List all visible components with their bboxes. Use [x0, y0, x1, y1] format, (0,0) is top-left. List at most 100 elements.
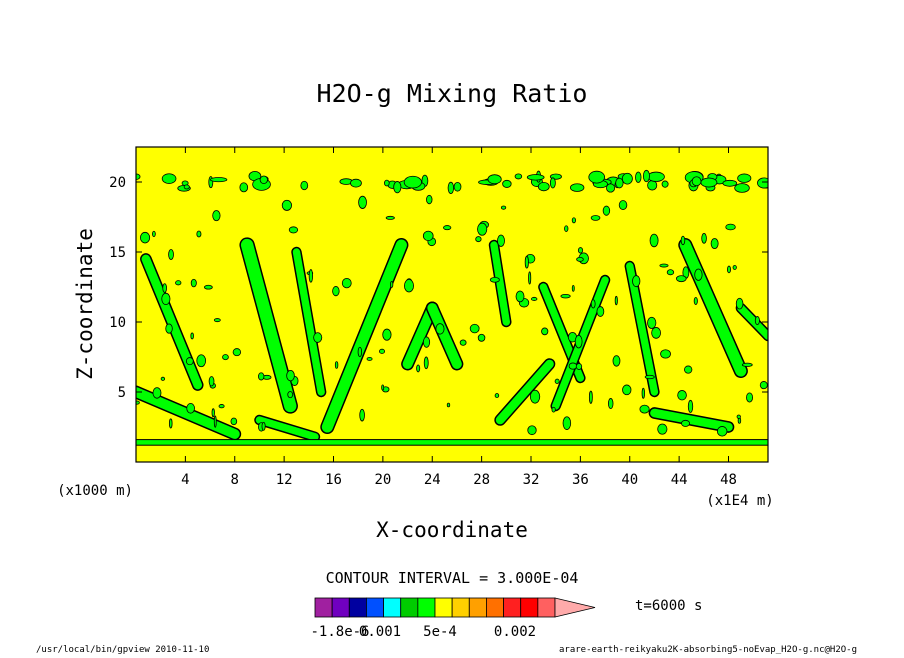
contour-blob	[152, 387, 162, 399]
x-axis: 4 8 12 16 20 24 28 32 36 40 44 48	[181, 147, 737, 488]
contour-blob	[644, 374, 655, 380]
contour-blob	[152, 230, 156, 238]
contour-blob	[562, 416, 572, 430]
contour-blob	[230, 417, 238, 426]
contour-blob	[571, 284, 575, 292]
colorbar-label: 0.002	[494, 624, 536, 640]
x-axis-label: X-coordinate	[376, 518, 528, 542]
x-tick-label: 48	[720, 472, 737, 488]
colorbar-swatch	[486, 597, 504, 618]
contour-blob	[286, 369, 295, 382]
y-tick-label: 5	[118, 385, 126, 401]
contour-blob	[165, 323, 173, 334]
footer-right: arare-earth-reikyaku2K-absorbing5-noEvap…	[559, 645, 857, 654]
contour-blob	[186, 402, 195, 414]
contour-blob	[734, 183, 750, 193]
contour-blob	[422, 230, 434, 242]
contour-blob	[722, 179, 738, 187]
colorbar-swatch	[366, 597, 384, 618]
contour-blob	[385, 215, 395, 220]
contour-blob	[183, 184, 190, 190]
colorbar-swatch	[417, 597, 436, 618]
contour-blob	[287, 391, 294, 399]
x-tick-label: 24	[424, 472, 441, 488]
contour-blob	[677, 390, 687, 401]
contour-blob	[693, 296, 698, 305]
contour-blob	[350, 178, 362, 188]
contour-blob	[313, 332, 323, 343]
colorbar	[314, 597, 596, 618]
contour-blob	[754, 316, 760, 326]
contour-blob	[681, 419, 690, 427]
contour-blob	[259, 175, 268, 185]
contour-band	[427, 303, 462, 369]
contour-blob	[649, 233, 659, 248]
contour-blob	[732, 264, 737, 270]
colorbar-swatch	[400, 597, 419, 618]
contour-blob	[196, 354, 207, 368]
contour-blob	[208, 376, 215, 387]
contour-blob	[222, 354, 229, 361]
colorbar-label: -1.8e-6	[310, 624, 369, 640]
contour-blob	[596, 306, 605, 317]
contour-blob	[332, 286, 340, 297]
contour-blob	[379, 348, 386, 354]
contour-blob	[684, 365, 693, 374]
y-unit-label: (x1000 m)	[57, 483, 133, 499]
contour-blob	[727, 265, 731, 274]
contour-blob	[494, 393, 500, 399]
contour-band	[321, 239, 407, 433]
contour-blob	[632, 275, 641, 288]
contour-blob	[341, 277, 352, 289]
contour-blob	[635, 171, 642, 183]
y-tick-label: 15	[109, 245, 126, 261]
contour-blob	[661, 180, 669, 188]
contour-blob	[641, 387, 645, 399]
contour-blob	[759, 381, 768, 390]
time-label: t=6000 s	[635, 598, 702, 614]
footer-left: /usr/local/bin/gpview 2010-11-10	[36, 645, 209, 654]
colorbar-label: 0.001	[359, 624, 401, 640]
contour-band	[240, 238, 297, 413]
contour-blob	[642, 169, 650, 183]
contour-blob	[416, 364, 421, 373]
contour-blob	[549, 177, 556, 189]
contour-blob	[203, 284, 213, 290]
x-tick-label: 20	[374, 472, 391, 488]
contour-blob	[258, 372, 265, 381]
colorbar-swatch	[451, 597, 470, 618]
contour-band	[495, 359, 554, 425]
contour-blob	[212, 210, 221, 222]
contour-blob	[232, 348, 242, 357]
contour-blob	[190, 278, 197, 288]
contour-blob	[577, 247, 584, 254]
contour-blob	[140, 231, 151, 244]
contour-blob	[497, 234, 505, 247]
contour-blob	[393, 181, 402, 194]
contour-blob	[308, 269, 314, 283]
contour-blob	[571, 217, 576, 224]
contour-blob	[710, 238, 719, 250]
contour-blob	[502, 179, 512, 188]
contour-blob	[602, 205, 611, 216]
contour-blob	[551, 406, 556, 413]
contour-blob	[757, 177, 768, 189]
contour-blob	[487, 174, 502, 185]
contour-band	[650, 408, 733, 432]
contour-blob	[564, 225, 569, 232]
surface-band	[136, 439, 768, 446]
contour-blob	[515, 290, 525, 303]
contour-blob	[741, 362, 753, 367]
contour-blob	[647, 316, 657, 329]
contour-blob	[735, 297, 744, 310]
colorbar-swatch	[537, 597, 556, 618]
contour-blob	[746, 392, 754, 403]
y-tick-label: 10	[109, 315, 126, 331]
chart-title: H2O-g Mixing Ratio	[317, 79, 588, 108]
colorbar-labels: -1.8e-60.001 5e-4 0.002	[310, 624, 536, 640]
contour-fills	[136, 237, 768, 446]
x-tick-label: 12	[276, 472, 293, 488]
contour-blob	[209, 177, 228, 183]
contour-blob	[526, 174, 545, 181]
